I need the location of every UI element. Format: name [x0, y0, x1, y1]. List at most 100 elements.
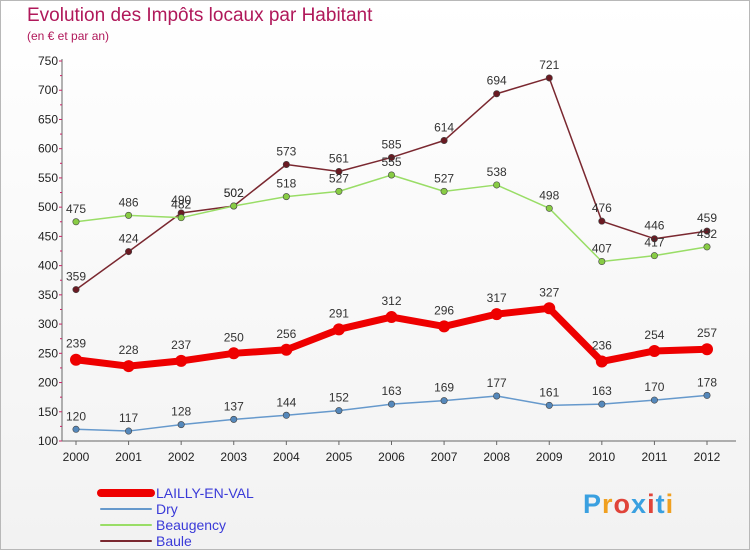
data-point-beaugency: [440, 187, 448, 195]
data-point-baule: [440, 137, 448, 145]
data-label-baule: 502: [224, 186, 244, 200]
data-label-dry: 152: [329, 391, 349, 405]
data-point-lailly-en-val: [648, 344, 661, 357]
data-label-dry: 178: [697, 375, 717, 389]
data-point-beaugency: [387, 171, 395, 179]
data-point-beaugency: [493, 181, 501, 189]
brand-logo: Proxiti: [583, 489, 675, 519]
data-point-beaugency: [125, 211, 133, 219]
data-label-beaugency: 475: [66, 202, 86, 216]
y-tick-label: 300: [38, 317, 58, 331]
data-point-dry: [282, 411, 290, 419]
data-point-baule: [598, 217, 606, 225]
data-label-dry: 144: [276, 395, 296, 409]
data-point-baule: [335, 167, 343, 175]
data-point-lailly-en-val: [227, 347, 240, 360]
data-point-lailly-en-val: [385, 311, 398, 324]
data-label-beaugency: 482: [171, 198, 191, 212]
x-tick-label: 2012: [694, 450, 721, 464]
data-point-lailly-en-val: [332, 323, 345, 336]
x-tick-label: 2005: [326, 450, 353, 464]
data-label-dry: 177: [487, 376, 507, 390]
data-point-dry: [335, 407, 343, 415]
data-point-lailly-en-val: [175, 354, 188, 367]
data-point-baule: [650, 235, 658, 243]
data-label-beaugency: 407: [592, 242, 612, 256]
x-tick-label: 2010: [588, 450, 615, 464]
data-label-dry: 161: [539, 385, 559, 399]
data-point-lailly-en-val: [543, 302, 556, 315]
data-point-dry: [650, 396, 658, 404]
data-label-baule: 585: [381, 137, 401, 151]
x-tick-label: 2002: [168, 450, 195, 464]
data-point-baule: [545, 74, 553, 82]
y-tick-label: 200: [38, 376, 58, 390]
data-point-dry: [440, 397, 448, 405]
y-tick-label: 350: [38, 288, 58, 302]
y-tick-label: 400: [38, 259, 58, 273]
series-line-beaugency: [75, 174, 708, 263]
y-tick-label: 500: [38, 200, 58, 214]
data-point-lailly-en-val: [490, 308, 503, 321]
data-point-baule: [282, 160, 290, 168]
data-point-dry: [703, 391, 711, 399]
data-point-baule: [703, 227, 711, 235]
y-tick-label: 700: [38, 83, 58, 97]
x-tick-label: 2007: [431, 450, 458, 464]
data-point-beaugency: [703, 243, 711, 251]
data-point-beaugency: [177, 214, 185, 222]
data-label-baule: 573: [276, 144, 296, 158]
chart-title: Evolution des Impôts locaux par Habitant: [27, 5, 373, 26]
data-point-beaugency: [230, 202, 238, 210]
data-label-lailly-en-val: 254: [644, 328, 664, 342]
chart-subtitle: (en € et par an): [27, 29, 110, 43]
data-label-lailly-en-val: 291: [329, 306, 349, 320]
data-point-lailly-en-val: [280, 343, 293, 356]
data-label-beaugency: 502: [224, 186, 244, 200]
data-point-beaugency: [598, 258, 606, 266]
data-label-dry: 163: [592, 384, 612, 398]
data-label-dry: 120: [66, 409, 86, 423]
data-point-baule: [387, 153, 395, 161]
data-label-beaugency: 538: [487, 165, 507, 179]
data-label-dry: 117: [119, 411, 138, 425]
data-point-dry: [177, 421, 185, 429]
data-point-dry: [493, 392, 501, 400]
data-label-baule: 424: [119, 232, 139, 246]
data-label-baule: 446: [644, 219, 664, 233]
x-tick-label: 2009: [536, 450, 563, 464]
data-label-lailly-en-val: 256: [276, 327, 296, 341]
data-label-beaugency: 417: [644, 236, 664, 250]
data-label-baule: 459: [697, 211, 717, 225]
data-point-lailly-en-val: [70, 353, 82, 366]
data-label-lailly-en-val: 317: [487, 291, 507, 305]
data-point-lailly-en-val: [438, 320, 451, 333]
data-label-lailly-en-val: 236: [592, 338, 612, 352]
x-tick-label: 2000: [63, 450, 90, 464]
x-tick-label: 2011: [642, 450, 668, 464]
data-point-lailly-en-val: [701, 343, 713, 356]
data-label-lailly-en-val: 237: [171, 338, 191, 352]
data-point-beaugency: [282, 193, 290, 201]
data-label-baule: 694: [487, 74, 507, 88]
data-label-lailly-en-val: 312: [381, 294, 401, 308]
data-point-dry: [72, 425, 80, 433]
data-label-beaugency: 498: [539, 188, 559, 202]
legend-label-baule: Baule: [156, 533, 192, 549]
x-tick-label: 2001: [115, 450, 142, 464]
data-label-baule: 561: [329, 151, 349, 165]
y-tick-label: 650: [38, 112, 58, 126]
y-tick-label: 100: [38, 434, 58, 448]
x-tick-label: 2003: [220, 450, 247, 464]
data-label-beaugency: 555: [381, 155, 401, 169]
data-point-dry: [125, 427, 133, 435]
y-tick-label: 250: [38, 346, 58, 360]
data-point-dry: [545, 401, 553, 409]
x-tick-label: 2008: [483, 450, 510, 464]
y-tick-label: 150: [38, 405, 58, 419]
data-label-beaugency: 432: [697, 227, 717, 241]
series-line-baule: [75, 77, 708, 291]
y-tick-label: 450: [38, 229, 58, 243]
data-label-lailly-en-val: 296: [434, 303, 454, 317]
